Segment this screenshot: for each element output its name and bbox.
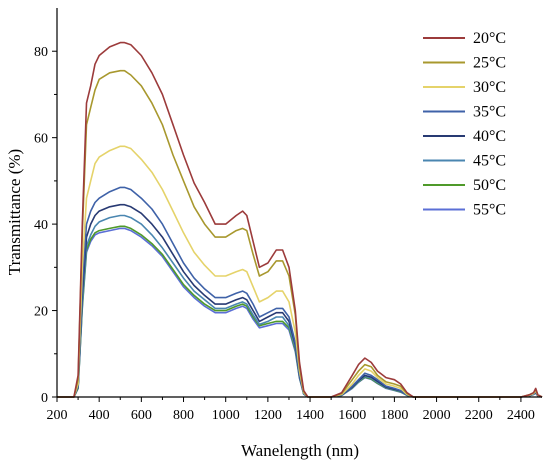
legend-label-2: 30°C (473, 79, 506, 96)
x-tick-label: 2400 (507, 408, 535, 423)
ticks: 200 400 600 800 1000 1200 1400 1600 1800 2000 2200… (34, 45, 535, 423)
x-tick-label: 2200 (465, 408, 493, 423)
legend-label-3: 35°C (473, 104, 506, 121)
x-tick-label: 800 (173, 408, 194, 423)
y-tick-label: 20 (34, 305, 48, 320)
x-tick-label: 1400 (296, 408, 324, 423)
y-tick-label: 0 (41, 391, 48, 406)
series-lines (57, 41, 543, 398)
x-tick-label: 1000 (212, 408, 240, 423)
y-axis-title: Transmittance (%) (5, 149, 24, 275)
legend-label-7: 55°C (473, 202, 506, 219)
axes (56, 8, 542, 398)
legend-label-1: 25°C (473, 55, 506, 72)
x-tick-label: 2000 (423, 408, 451, 423)
series-line-0 (57, 41, 543, 398)
x-tick-label: 1600 (338, 408, 366, 423)
x-tick-label: 400 (89, 408, 110, 423)
x-tick-label: 1200 (254, 408, 282, 423)
y-tick-label: 40 (34, 218, 48, 233)
y-tick-label: 60 (34, 132, 48, 147)
legend-label-4: 40°C (473, 128, 506, 145)
x-tick-label: 600 (131, 408, 152, 423)
legend-label-5: 45°C (473, 153, 506, 170)
x-axis-title: Wanelength (nm) (241, 441, 359, 460)
y-tick-label: 80 (34, 45, 48, 60)
series-line-1 (57, 69, 543, 398)
x-tick-label: 1800 (380, 408, 408, 423)
legend-label-6: 50°C (473, 177, 506, 194)
x-tick-label: 200 (47, 408, 68, 423)
legend: 20°C 25°C 30°C 35°C 40°C 45°C 50°C 55°C (423, 30, 506, 219)
legend-label-0: 20°C (473, 30, 506, 47)
